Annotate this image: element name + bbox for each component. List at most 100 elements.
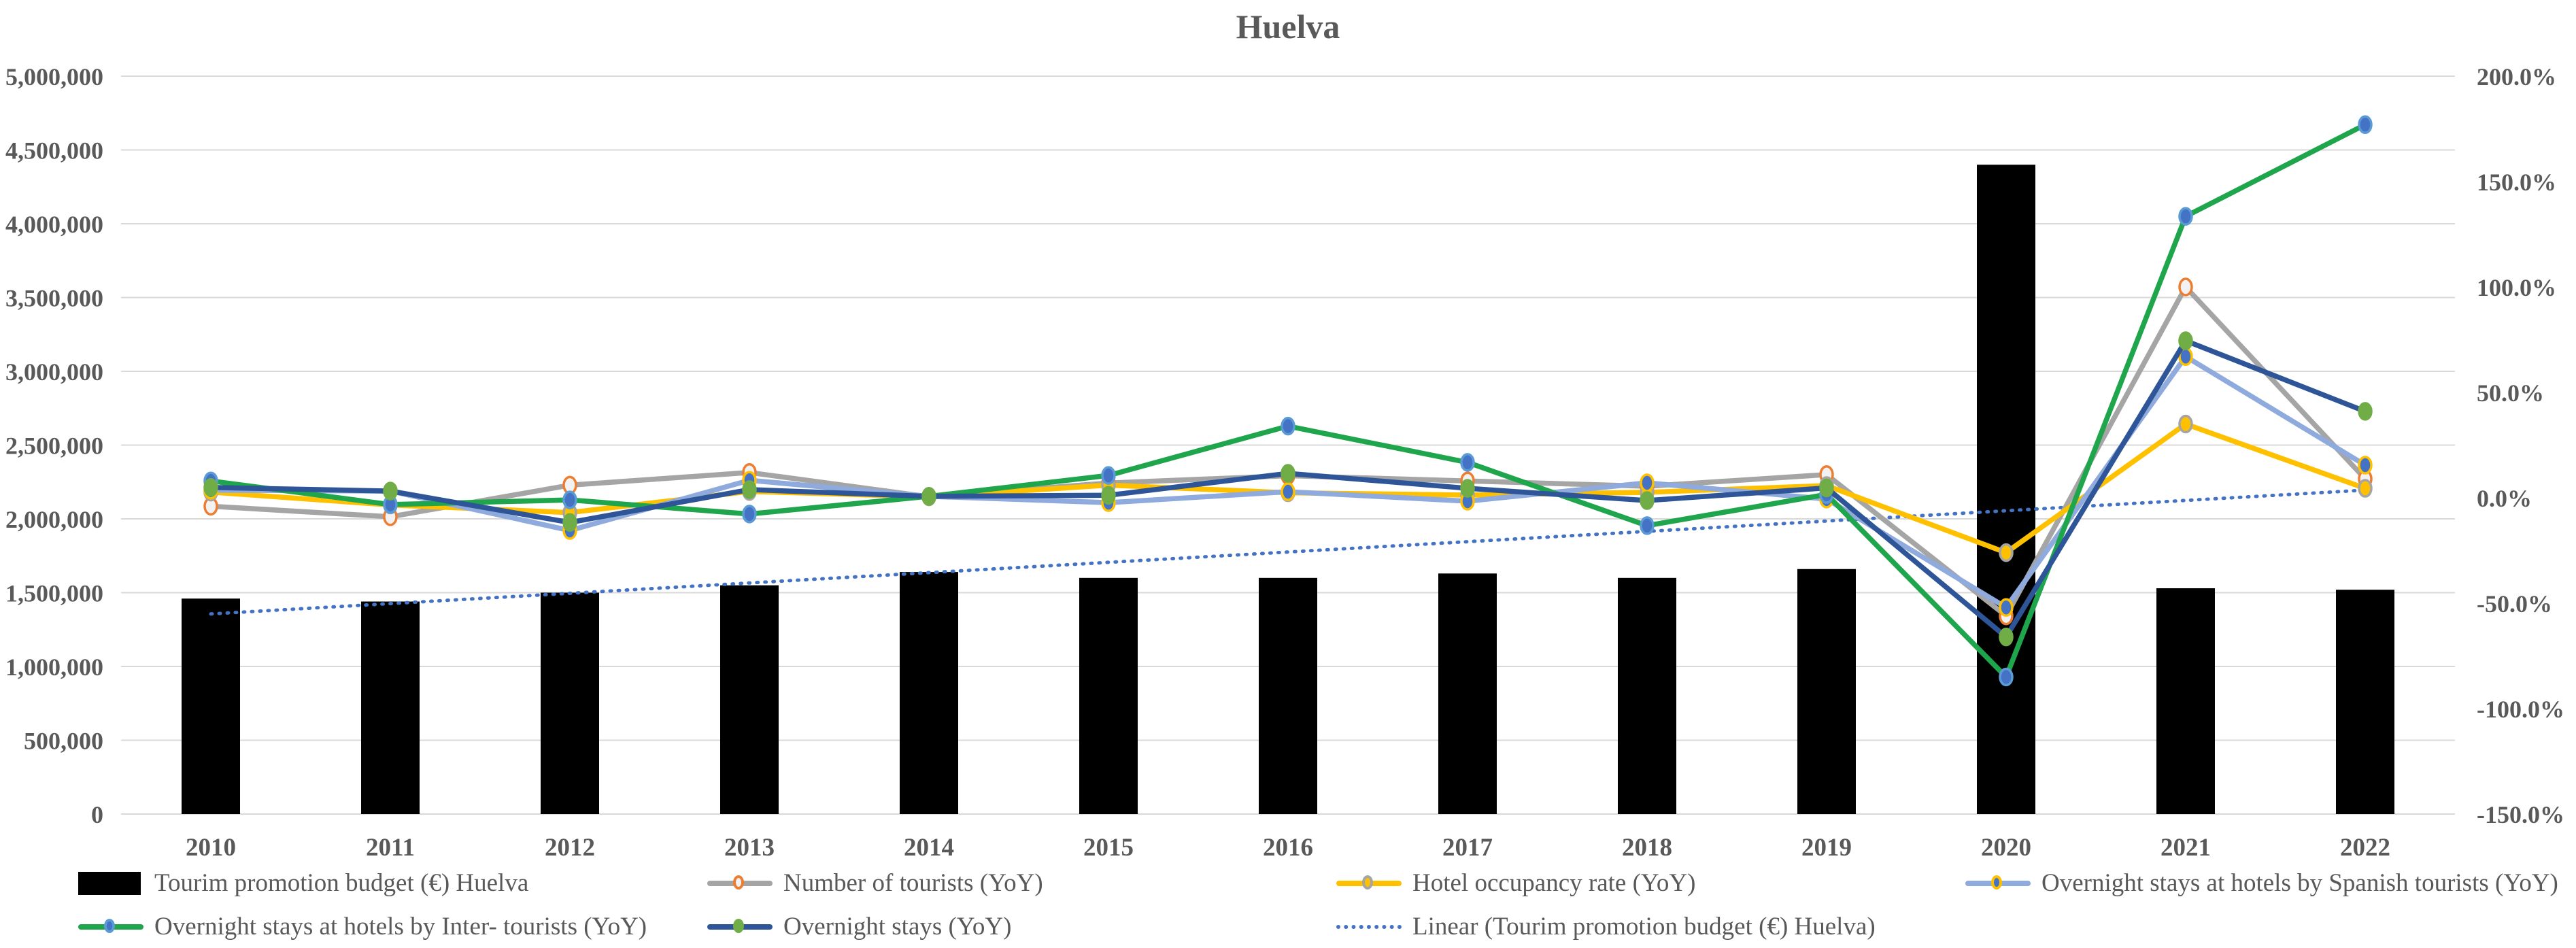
axis-tick-label: 2014 bbox=[904, 834, 954, 862]
axis-tick-label: 0.0% bbox=[2477, 485, 2532, 512]
data-point-marker bbox=[2178, 414, 2193, 434]
data-point-marker bbox=[1640, 516, 1655, 535]
right-axis-ticks: 200.0% 150.0% 100.0% 50.0% 0.0% -50.0% -100.0%… bbox=[2477, 63, 2564, 828]
spanish-stays-line-swatch-icon bbox=[1965, 869, 2031, 896]
axis-tick-label: 4,500,000 bbox=[5, 137, 103, 165]
data-point-marker bbox=[2358, 115, 2373, 135]
data-point-marker bbox=[1460, 479, 1475, 498]
legend-label: Linear (Tourim promotion budget (€) Huel… bbox=[1412, 912, 1876, 941]
data-point-marker bbox=[562, 490, 577, 509]
axis-tick-label: 3,000,000 bbox=[5, 358, 103, 386]
data-point-marker bbox=[1460, 453, 1475, 472]
data-point-marker bbox=[1819, 478, 1834, 498]
linear-trendline bbox=[209, 488, 2367, 616]
axis-tick-label: 500,000 bbox=[24, 728, 103, 755]
chart-title: Huelva bbox=[1236, 7, 1340, 46]
axis-tick-label: 2010 bbox=[186, 834, 236, 862]
data-point-marker bbox=[1999, 667, 2014, 687]
axis-tick-label: 2017 bbox=[1442, 834, 1493, 862]
data-point-marker bbox=[742, 480, 757, 499]
data-point-marker bbox=[1101, 466, 1116, 485]
chart-legend: Tourim promotion budget (€) Huelva Numbe… bbox=[78, 861, 2558, 948]
axis-tick-label: 4,000,000 bbox=[5, 211, 103, 238]
bar-2021 bbox=[2156, 588, 2215, 814]
legend-item-budget: Tourim promotion budget (€) Huelva bbox=[78, 868, 707, 898]
data-point-marker bbox=[1101, 486, 1116, 505]
bar-2020 bbox=[1977, 165, 2035, 814]
legend-item-tourists: Number of tourists (YoY) bbox=[707, 868, 1336, 898]
data-point-marker bbox=[1281, 416, 1295, 436]
legend-label: Overnight stays at hotels by Inter- tour… bbox=[154, 912, 647, 941]
budget-bar-swatch-icon bbox=[78, 869, 143, 896]
axis-tick-label: 2015 bbox=[1083, 834, 1134, 862]
axis-tick-label: 2019 bbox=[1801, 834, 1852, 862]
axis-tick-label: 2011 bbox=[366, 834, 415, 862]
left-axis-ticks: 5,000,000 4,500,000 4,000,000 3,500,000 3,00… bbox=[5, 63, 103, 828]
legend-label: Overnight stays (YoY) bbox=[783, 912, 1012, 941]
data-point-marker bbox=[383, 481, 398, 501]
axis-tick-label: -50.0% bbox=[2477, 590, 2552, 617]
legend-item-inter-stays: Overnight stays at hotels by Inter- tour… bbox=[78, 912, 707, 941]
axis-tick-label: 2,000,000 bbox=[5, 506, 103, 533]
axis-tick-label: 200.0% bbox=[2477, 63, 2556, 90]
data-point-marker bbox=[562, 513, 577, 532]
data-point-marker bbox=[1999, 543, 2014, 562]
axis-tick-label: 0 bbox=[91, 801, 103, 828]
axis-tick-label: 2020 bbox=[1981, 834, 2031, 862]
legend-label: Tourim promotion budget (€) Huelva bbox=[154, 868, 529, 897]
axis-tick-label: 150.0% bbox=[2477, 169, 2556, 196]
bar-2012 bbox=[541, 592, 599, 814]
axis-tick-label: 5,000,000 bbox=[5, 63, 103, 90]
x-axis-labels: 2010 2011 2012 2013 2014 2015 2016 2017 2018 2019… bbox=[186, 834, 2390, 862]
axis-tick-label: 2016 bbox=[1263, 834, 1313, 862]
axis-tick-label: 2018 bbox=[1622, 834, 1672, 862]
data-point-marker bbox=[1281, 482, 1295, 501]
data-point-marker bbox=[1640, 473, 1655, 492]
bar-2022 bbox=[2336, 590, 2394, 814]
legend-item-overnight-stays: Overnight stays (YoY) bbox=[707, 912, 1336, 941]
legend-label: Overnight stays at hotels by Spanish tou… bbox=[2041, 868, 2558, 897]
bar-2013 bbox=[720, 585, 779, 814]
data-point-marker bbox=[203, 478, 218, 497]
bar-2010 bbox=[182, 598, 240, 814]
axis-tick-label: 2,500,000 bbox=[5, 433, 103, 460]
bar-2011 bbox=[361, 601, 420, 814]
data-point-marker bbox=[2358, 456, 2373, 475]
data-point-marker bbox=[2178, 277, 2193, 297]
legend-label: Hotel occupancy rate (YoY) bbox=[1412, 868, 1696, 897]
data-point-marker bbox=[2178, 207, 2193, 226]
tourists-line-swatch-icon bbox=[707, 869, 773, 896]
inter-stays-line-swatch-icon bbox=[78, 913, 143, 940]
bar-2015 bbox=[1079, 577, 1138, 814]
axis-tick-label: 50.0% bbox=[2477, 379, 2544, 407]
overnight-stays-line-swatch-icon bbox=[707, 913, 773, 940]
bar-2018 bbox=[1618, 577, 1676, 814]
axis-tick-label: 2021 bbox=[2160, 834, 2211, 862]
data-point-marker bbox=[1999, 598, 2014, 617]
legend-item-spanish-stays: Overnight stays at hotels by Spanish tou… bbox=[1965, 868, 2558, 898]
axis-tick-label: 2022 bbox=[2340, 834, 2390, 862]
bar-2016 bbox=[1259, 577, 1317, 814]
legend-item-occupancy: Hotel occupancy rate (YoY) bbox=[1336, 868, 1965, 898]
axis-tick-label: -100.0% bbox=[2477, 696, 2564, 723]
axis-tick-label: 100.0% bbox=[2477, 274, 2556, 301]
axis-tick-label: 1,500,000 bbox=[5, 580, 103, 607]
series-line-4 bbox=[203, 331, 2373, 647]
bar-2017 bbox=[1438, 573, 1497, 814]
axis-tick-label: 1,000,000 bbox=[5, 654, 103, 681]
data-point-marker bbox=[1999, 627, 2014, 647]
data-point-marker bbox=[921, 487, 936, 506]
data-point-marker bbox=[742, 505, 757, 524]
axis-tick-label: 2013 bbox=[724, 834, 775, 862]
trendline-swatch-icon bbox=[1336, 913, 1402, 940]
axis-tick-label: -150.0% bbox=[2477, 801, 2564, 828]
data-point-marker bbox=[2178, 331, 2193, 350]
bar-2019 bbox=[1797, 569, 1856, 814]
legend-item-linear-trend: Linear (Tourim promotion budget (€) Huel… bbox=[1336, 912, 1965, 941]
legend-label: Number of tourists (YoY) bbox=[783, 868, 1043, 897]
data-point-marker bbox=[2358, 479, 2373, 498]
data-point-marker bbox=[1640, 491, 1655, 510]
bar-2014 bbox=[900, 572, 958, 814]
